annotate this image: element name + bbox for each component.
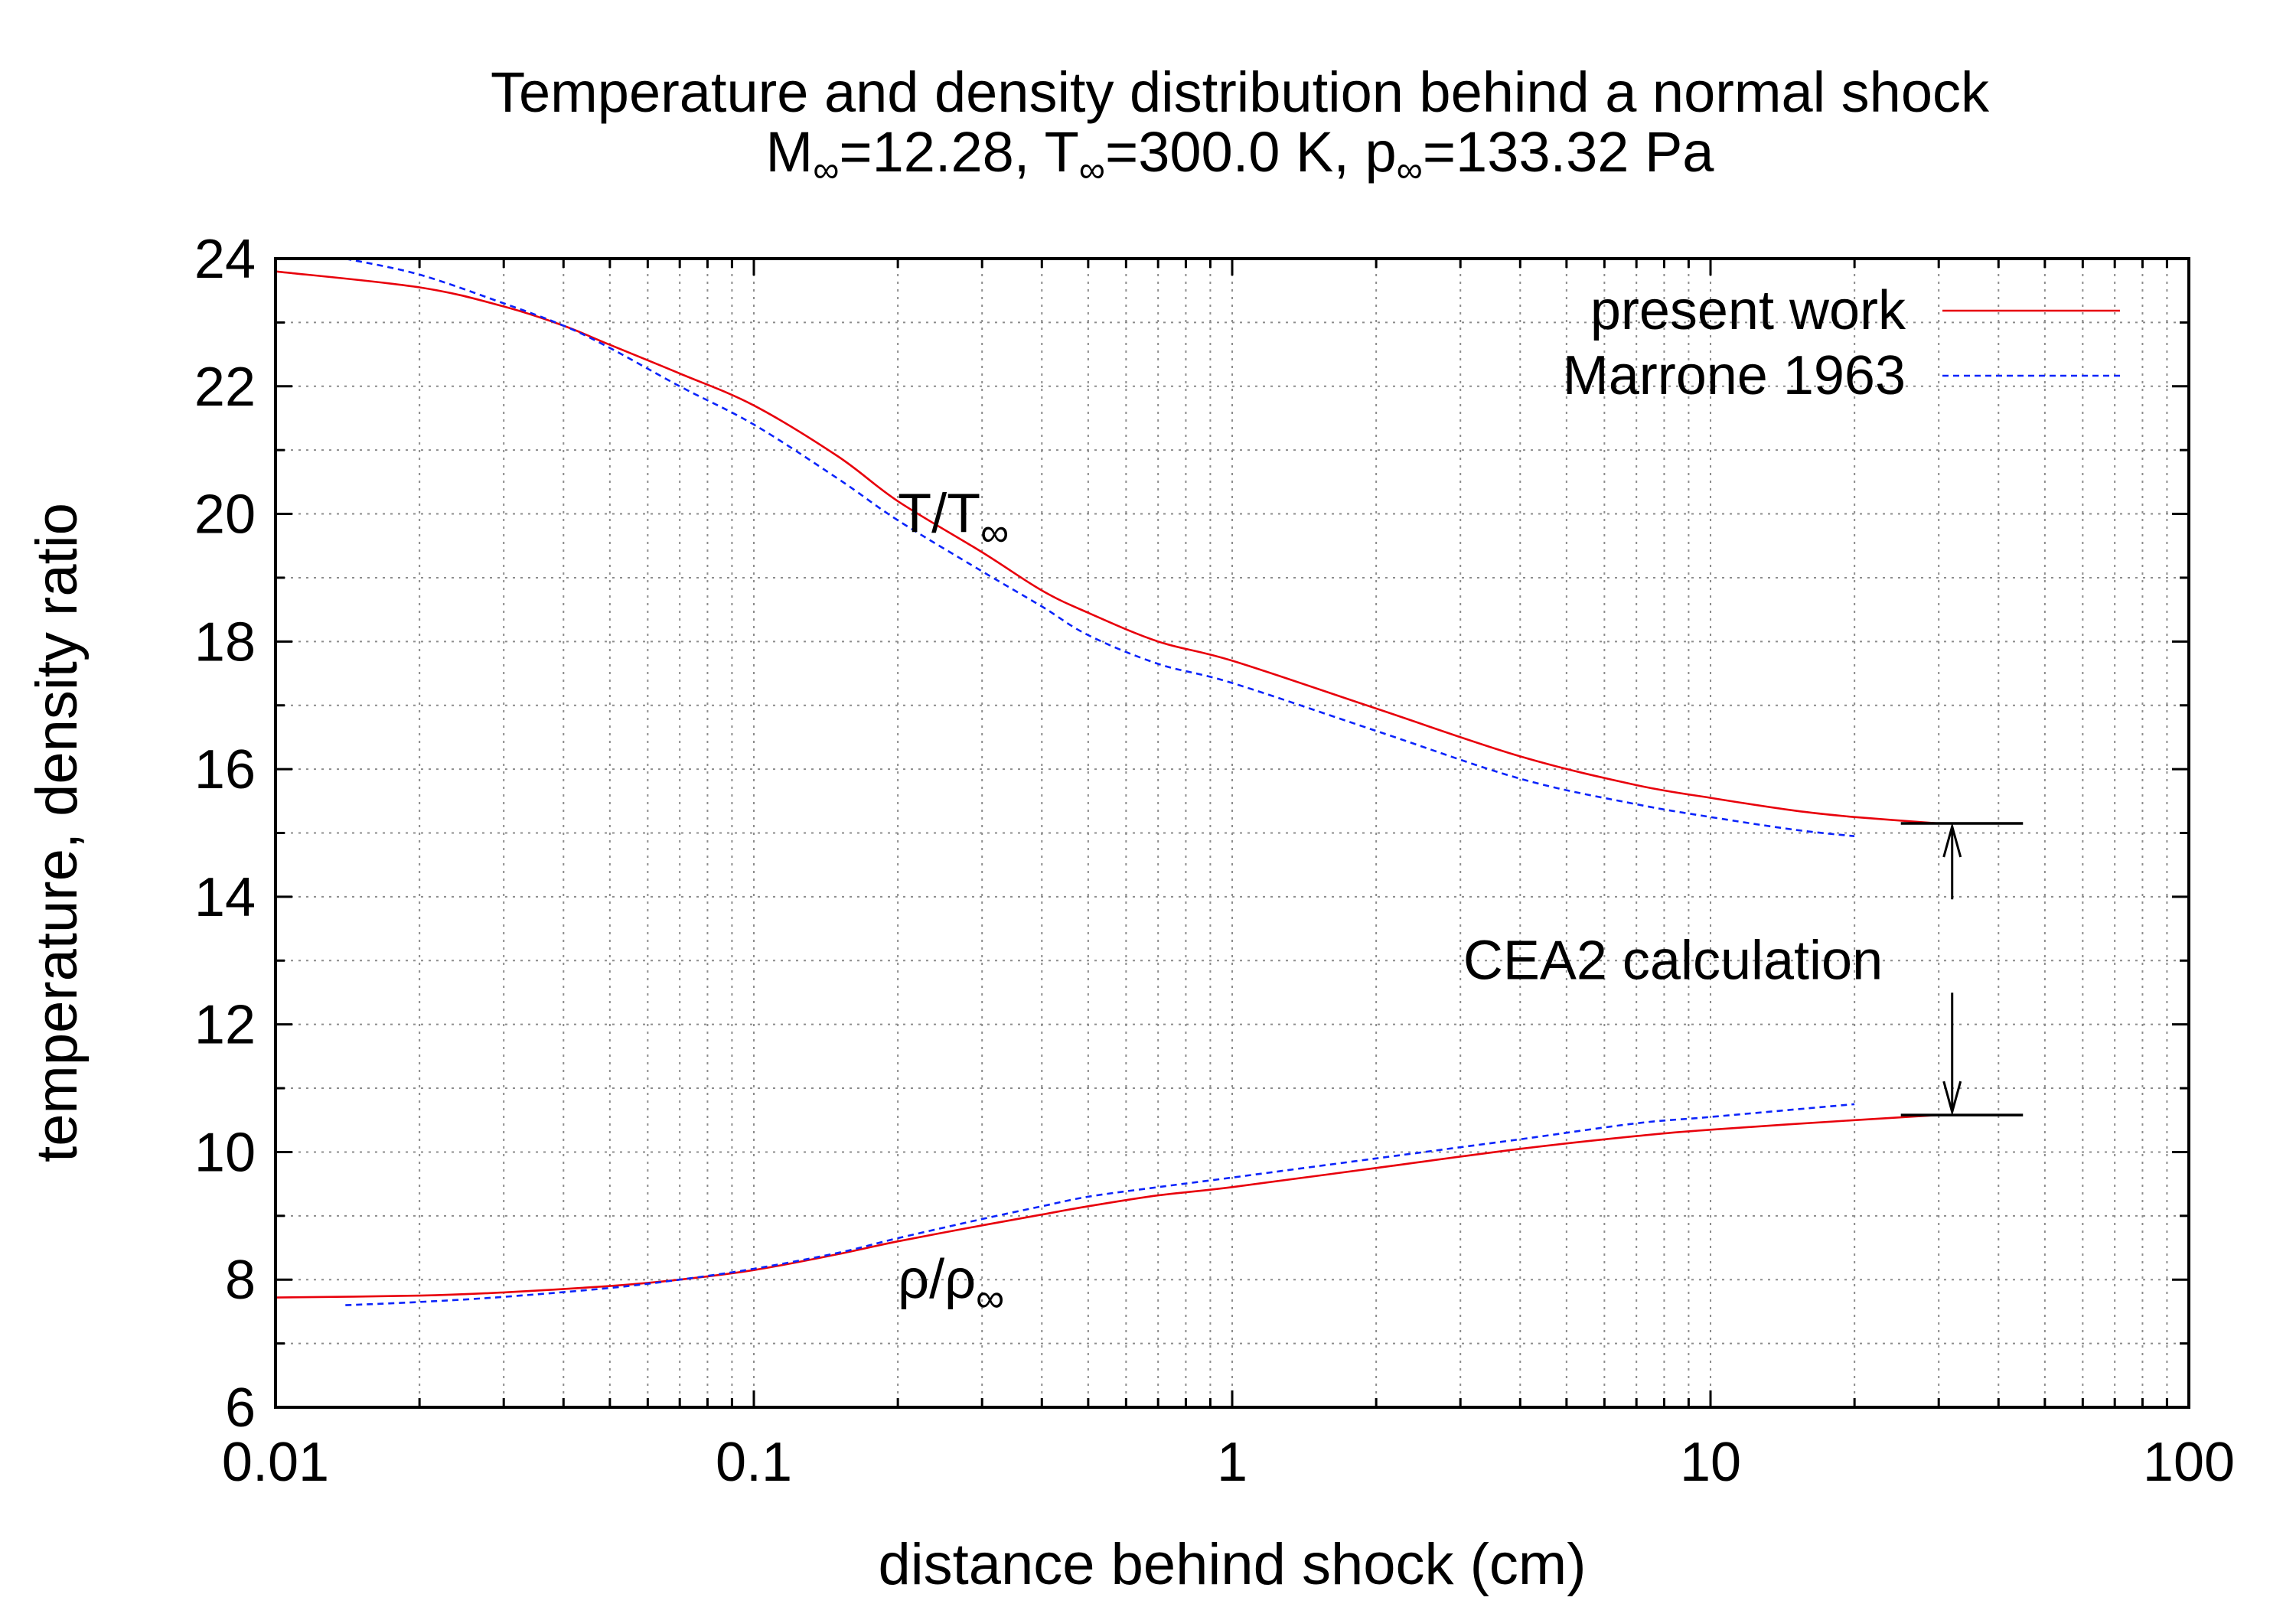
- y-tick-label: 6: [225, 1377, 256, 1439]
- x-tick-label: 1: [1217, 1432, 1247, 1493]
- y-tick-label: 14: [194, 867, 256, 928]
- chart-title: Temperature and density distribution beh…: [491, 60, 1990, 124]
- x-tick-label: 10: [1680, 1432, 1741, 1493]
- y-axis-label: temperature, density ratio: [24, 503, 90, 1162]
- y-tick-label: 22: [194, 357, 256, 418]
- grid: [276, 259, 2189, 1407]
- x-tick-label: 0.1: [716, 1432, 792, 1493]
- x-axis-label: distance behind shock (cm): [878, 1532, 1586, 1597]
- series-line-marrone-1963-T: [345, 257, 1855, 837]
- cea2-arrow-up-head: [1942, 822, 1962, 858]
- y-tick-label: 12: [194, 995, 256, 1056]
- cea2-arrow-down-head: [1942, 1081, 1962, 1116]
- chart-subtitle: M∞=12.28, T∞=300.0 K, p∞=133.32 Pa: [766, 120, 1715, 191]
- series-line-present-work-rho: [275, 1113, 1939, 1299]
- annotations: T/T∞ ρ/ρ∞ CEA2 calculation: [898, 484, 2024, 1321]
- plot-frame: [274, 257, 2190, 1409]
- y-tick-label: 8: [225, 1250, 256, 1311]
- y-tick-label: 10: [194, 1122, 256, 1183]
- y-tick-label: 24: [194, 229, 256, 290]
- axis-ticks: 0.01 0.1 1 10 100 6 8 10 12 14 16 18 20 22 24: [194, 229, 2235, 1493]
- plot-series: [275, 257, 1939, 1306]
- y-tick-label: 20: [194, 484, 256, 546]
- density-ratio-label: ρ/ρ∞: [898, 1249, 1004, 1321]
- x-tick-label: 0.01: [222, 1432, 329, 1493]
- x-tick-label: 100: [2143, 1432, 2235, 1493]
- cea2-label: CEA2 calculation: [1463, 930, 1883, 991]
- y-tick-label: 18: [194, 611, 256, 673]
- y-tick-label: 16: [194, 739, 256, 800]
- temperature-ratio-label: T/T∞: [898, 484, 1009, 556]
- legend-label: present work: [1590, 280, 1906, 341]
- legend-label: Marrone 1963: [1563, 345, 1906, 406]
